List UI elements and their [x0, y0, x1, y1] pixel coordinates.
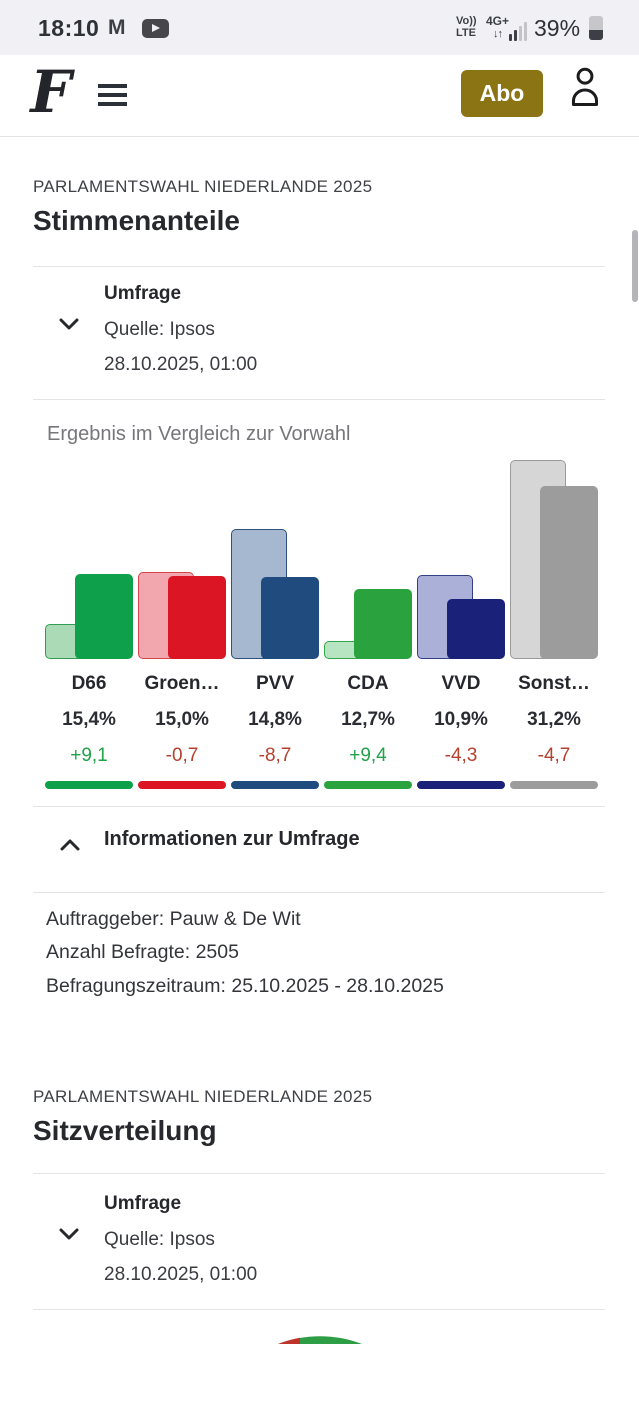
- chevron-up-icon[interactable]: [60, 839, 80, 851]
- section-eyebrow: PARLAMENTSWAHL NIEDERLANDE 2025: [33, 177, 373, 196]
- party-percent: 31,2%: [527, 709, 581, 730]
- party-color-pill: [45, 781, 133, 789]
- network-arrows-icon: ↓↑: [493, 28, 503, 40]
- umfrage-date: 28.10.2025, 01:00: [104, 354, 258, 375]
- bar-pair: [510, 455, 598, 659]
- party-delta: +9,1: [70, 745, 108, 766]
- volte-bottom: LTE: [456, 27, 476, 39]
- info-accordion-header[interactable]: Informationen zur Umfrage: [0, 820, 639, 865]
- chart-column-d66: D66 15,4% +9,1: [45, 455, 133, 789]
- divider: [33, 892, 605, 893]
- party-color-pill: [231, 781, 319, 789]
- party-name: Sonst…: [518, 673, 590, 694]
- bar-pair: [138, 455, 226, 659]
- party-color-pill: [324, 781, 412, 789]
- chart-column-cda: CDA 12,7% +9,4: [324, 455, 412, 789]
- gmail-icon: M: [108, 16, 126, 39]
- party-delta: -0,7: [165, 745, 199, 766]
- party-color-pill: [510, 781, 598, 789]
- page-title-sitzverteilung: Sitzverteilung: [33, 1115, 217, 1146]
- party-percent: 12,7%: [341, 709, 395, 730]
- network-type-icon: 4G+ ↓↑: [486, 15, 509, 41]
- menu-icon[interactable]: [98, 84, 127, 106]
- bar-pair: [417, 455, 505, 659]
- umfrage-selector-sitze[interactable]: Umfrage Quelle: Ipsos 28.10.2025, 01:00: [0, 1188, 639, 1298]
- party-name: VVD: [441, 673, 481, 694]
- clock: 18:10: [38, 15, 100, 41]
- abo-button[interactable]: Abo: [461, 70, 543, 117]
- divider: [33, 1173, 605, 1174]
- bar-chart: D66 15,4% +9,1 Groen… 15,0% -0,7 PVV 14,8% -8,7 C…: [45, 455, 598, 789]
- party-percent: 10,9%: [434, 709, 488, 730]
- party-delta: -4,3: [444, 745, 478, 766]
- party-name: CDA: [347, 673, 389, 694]
- chart-title: Ergebnis im Vergleich zur Vorwahl: [47, 423, 351, 445]
- volte-top: Vo)): [456, 15, 477, 27]
- divider: [33, 399, 605, 400]
- umfrage-selector-stimmen[interactable]: Umfrage Quelle: Ipsos 28.10.2025, 01:00: [0, 278, 639, 388]
- party-color-pill: [138, 781, 226, 789]
- bar-current: [168, 575, 226, 659]
- volte-icon: Vo)) LTE: [456, 15, 477, 39]
- party-name: D66: [71, 673, 107, 694]
- divider: [33, 1309, 605, 1310]
- chevron-down-icon[interactable]: [59, 318, 79, 330]
- umfrage-source: Quelle: Ipsos: [104, 1229, 215, 1250]
- battery-icon: [589, 16, 603, 40]
- chart-column-pvv: PVV 14,8% -8,7: [231, 455, 319, 789]
- party-percent: 15,0%: [155, 709, 209, 730]
- party-color-pill: [417, 781, 505, 789]
- bar-current: [354, 588, 412, 659]
- section-eyebrow: PARLAMENTSWAHL NIEDERLANDE 2025: [33, 1087, 373, 1106]
- bar-pair: [45, 455, 133, 659]
- info-line-befragte: Anzahl Befragte: 2505: [46, 941, 239, 963]
- app-header: F Abo: [0, 55, 639, 137]
- donut-chart-preview: [278, 1336, 362, 1344]
- signal-strength-icon: [509, 19, 529, 41]
- bar-current: [75, 573, 133, 659]
- umfrage-source: Quelle: Ipsos: [104, 319, 215, 340]
- status-bar: 18:10 M Vo)) LTE 4G+ ↓↑ 39%: [0, 0, 639, 55]
- bar-current: [261, 576, 319, 659]
- divider: [33, 806, 605, 807]
- party-name: PVV: [255, 673, 295, 694]
- party-delta: -8,7: [258, 745, 292, 766]
- account-icon[interactable]: [570, 66, 600, 106]
- info-title: Informationen zur Umfrage: [104, 828, 360, 850]
- bar-current: [447, 598, 505, 659]
- network-type: 4G+: [486, 14, 510, 28]
- faz-logo[interactable]: F: [30, 58, 72, 126]
- umfrage-date: 28.10.2025, 01:00: [104, 1264, 258, 1285]
- scrollbar-thumb[interactable]: [632, 230, 638, 302]
- android-nav-bar: [0, 1350, 639, 1422]
- youtube-icon: [142, 19, 169, 38]
- bar-current: [540, 486, 598, 659]
- party-delta: +9,4: [349, 745, 387, 766]
- party-name: Groen…: [144, 673, 220, 694]
- umfrage-label: Umfrage: [104, 1193, 182, 1214]
- bar-pair: [231, 455, 319, 659]
- chart-column-groen: Groen… 15,0% -0,7: [138, 455, 226, 789]
- battery-percent: 39%: [534, 15, 581, 41]
- chevron-down-icon[interactable]: [59, 1228, 79, 1240]
- umfrage-label: Umfrage: [104, 283, 182, 304]
- divider: [33, 266, 605, 267]
- party-percent: 14,8%: [248, 709, 302, 730]
- bar-pair: [324, 455, 412, 659]
- page-title-stimmenanteile: Stimmenanteile: [33, 205, 240, 236]
- party-percent: 15,4%: [62, 709, 116, 730]
- chart-column-vvd: VVD 10,9% -4,3: [417, 455, 505, 789]
- info-line-auftraggeber: Auftraggeber: Pauw & De Wit: [46, 908, 301, 930]
- chart-column-sonst: Sonst… 31,2% -4,7: [510, 455, 598, 789]
- info-line-zeitraum: Befragungszeitraum: 25.10.2025 - 28.10.2…: [46, 975, 444, 997]
- party-delta: -4,7: [537, 745, 571, 766]
